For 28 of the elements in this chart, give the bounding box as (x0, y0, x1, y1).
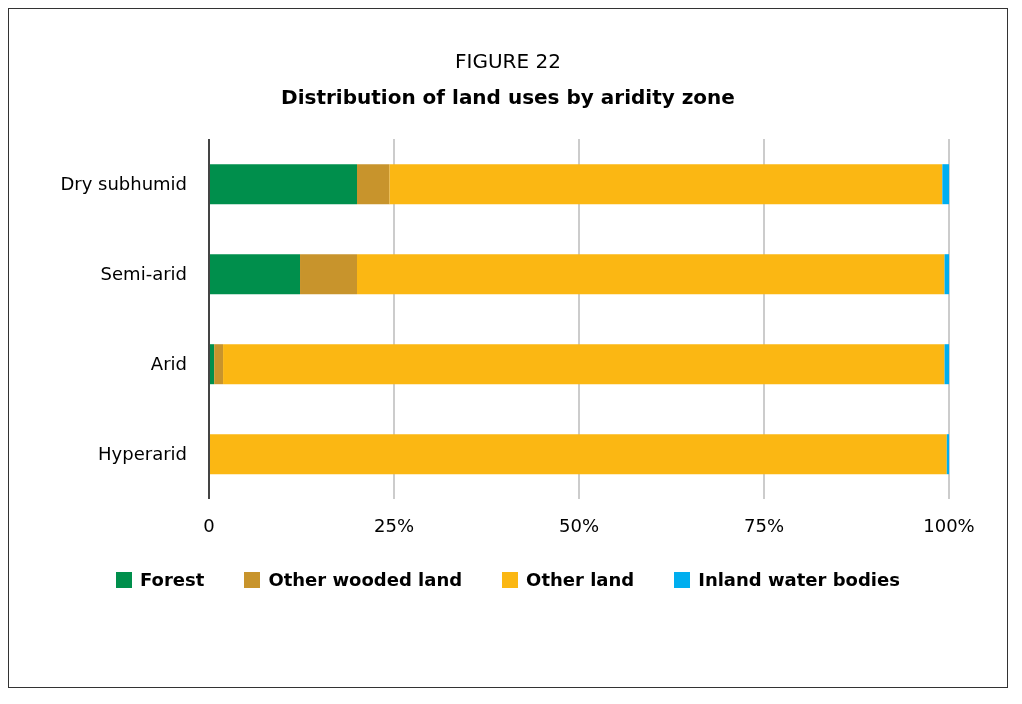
legend-label: Forest (140, 569, 205, 590)
bar (944, 254, 949, 295)
x-tick-label: 0 (203, 514, 215, 536)
y-tick-label: Dry subhumid (60, 173, 187, 195)
legend-label: Other wooded land (268, 569, 463, 590)
bar (214, 344, 224, 385)
bar (389, 164, 943, 205)
bar (357, 254, 945, 295)
bar (209, 164, 357, 205)
chart-subtitle: Distribution of land uses by aridity zone (280, 85, 736, 109)
x-tick-label: 100% (923, 514, 975, 536)
bar (357, 164, 390, 205)
bar (223, 344, 945, 385)
y-tick-label: Hyperarid (98, 443, 187, 465)
bar (300, 254, 357, 295)
bar (942, 164, 949, 205)
bar (946, 434, 949, 475)
legend-label: Other land (526, 569, 635, 590)
x-tick-label: 25% (373, 514, 415, 536)
bar (209, 434, 947, 475)
y-tick-label: Semi-arid (100, 263, 187, 285)
x-tick-label: 50% (558, 514, 600, 536)
x-tick-label: 75% (743, 514, 785, 536)
bar (209, 254, 301, 295)
bar (944, 344, 949, 385)
legend-label: Inland water bodies (698, 569, 900, 590)
y-tick-label: Arid (150, 353, 187, 375)
chart-title: FIGURE 22 (454, 49, 562, 73)
